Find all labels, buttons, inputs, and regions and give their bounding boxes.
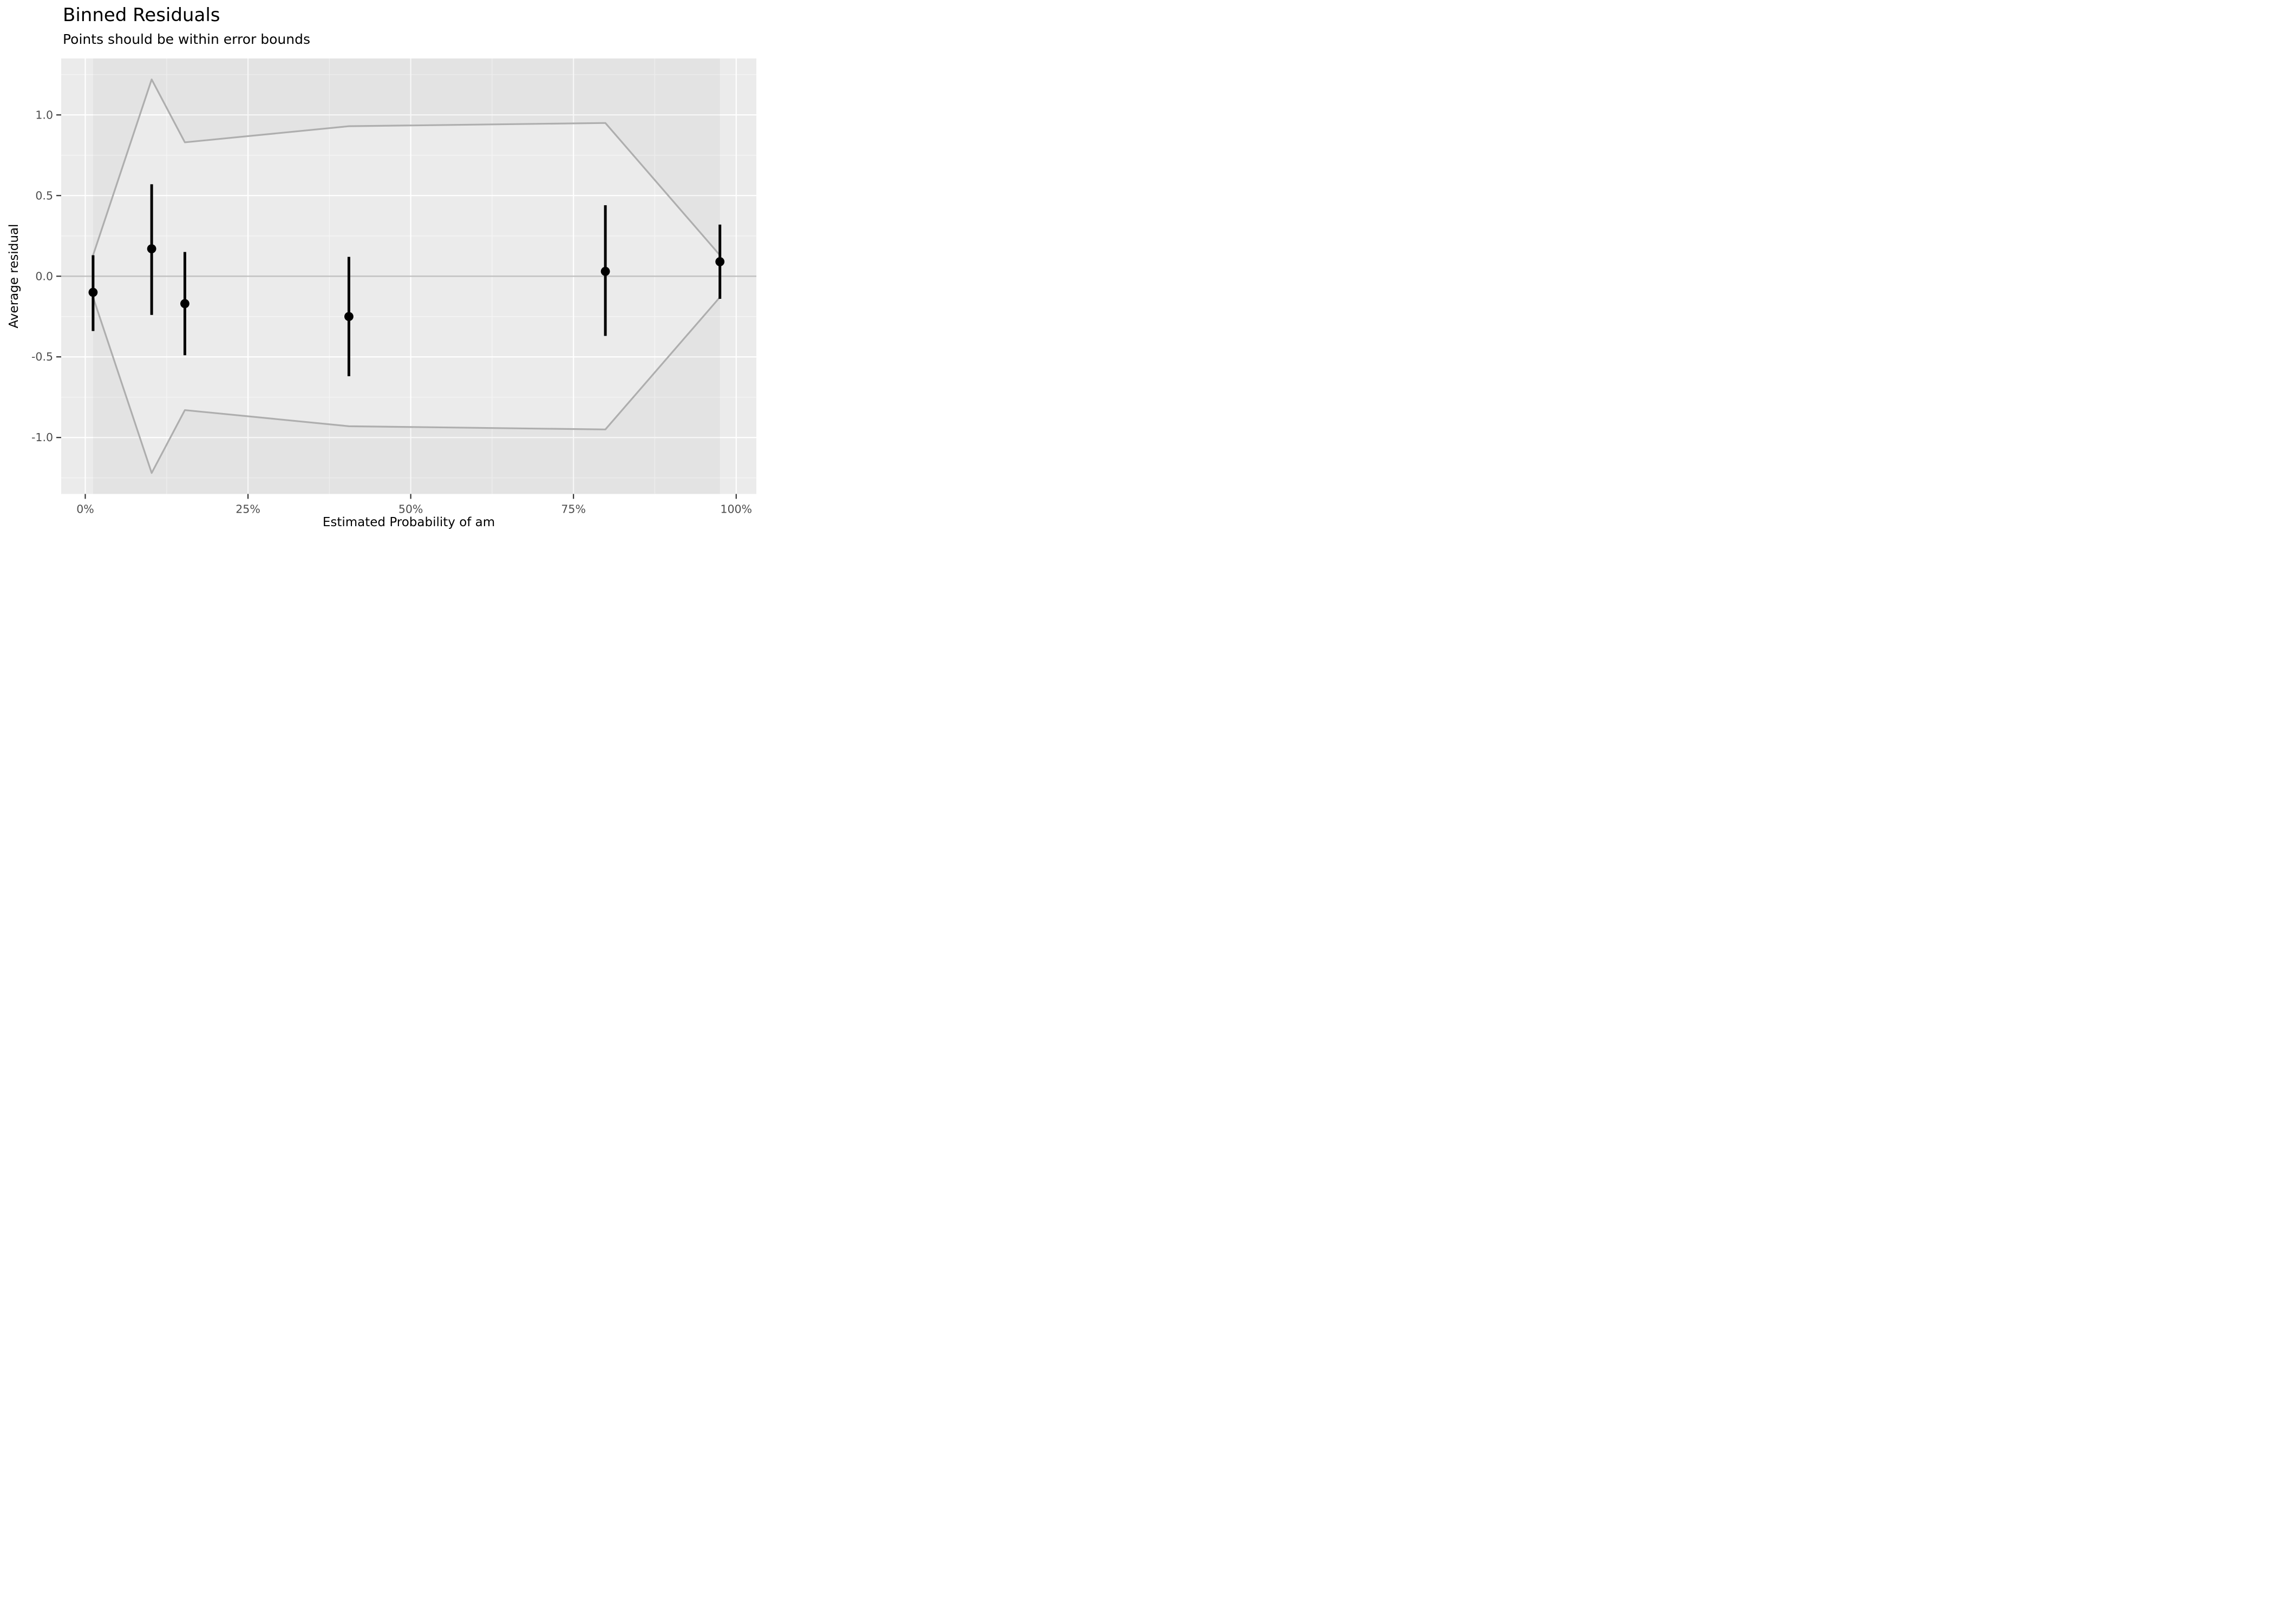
y-tick-label: 0.0 <box>35 270 53 283</box>
data-point <box>715 257 725 266</box>
x-tick-label: 100% <box>720 503 752 516</box>
x-tick-label: 75% <box>561 503 586 516</box>
chart-title: Binned Residuals <box>63 4 220 26</box>
chart-subtitle: Points should be within error bounds <box>63 31 311 47</box>
data-point <box>600 266 610 276</box>
x-tick-label: 25% <box>236 503 260 516</box>
plot-area: 0% 25% 50% 75% 100% 1.0 0.5 0.0 -0.5 -1.0 <box>31 58 756 516</box>
data-point <box>180 299 190 309</box>
x-tick-label: 0% <box>76 503 94 516</box>
x-axis-title: Estimated Probability of am <box>322 515 495 529</box>
data-point <box>147 244 156 253</box>
data-point <box>88 287 98 297</box>
y-tick-label: -0.5 <box>31 350 53 363</box>
error-bound-lower-line <box>92 296 721 474</box>
y-tick-label: 0.5 <box>35 189 53 202</box>
binned-residuals-chart: Binned Residuals Points should be within… <box>0 0 758 541</box>
data-point <box>344 312 354 322</box>
error-bound-upper-line <box>92 78 721 257</box>
x-tick-label: 50% <box>398 503 423 516</box>
y-tick-label: 1.0 <box>35 108 53 121</box>
y-tick-label: -1.0 <box>31 431 53 444</box>
